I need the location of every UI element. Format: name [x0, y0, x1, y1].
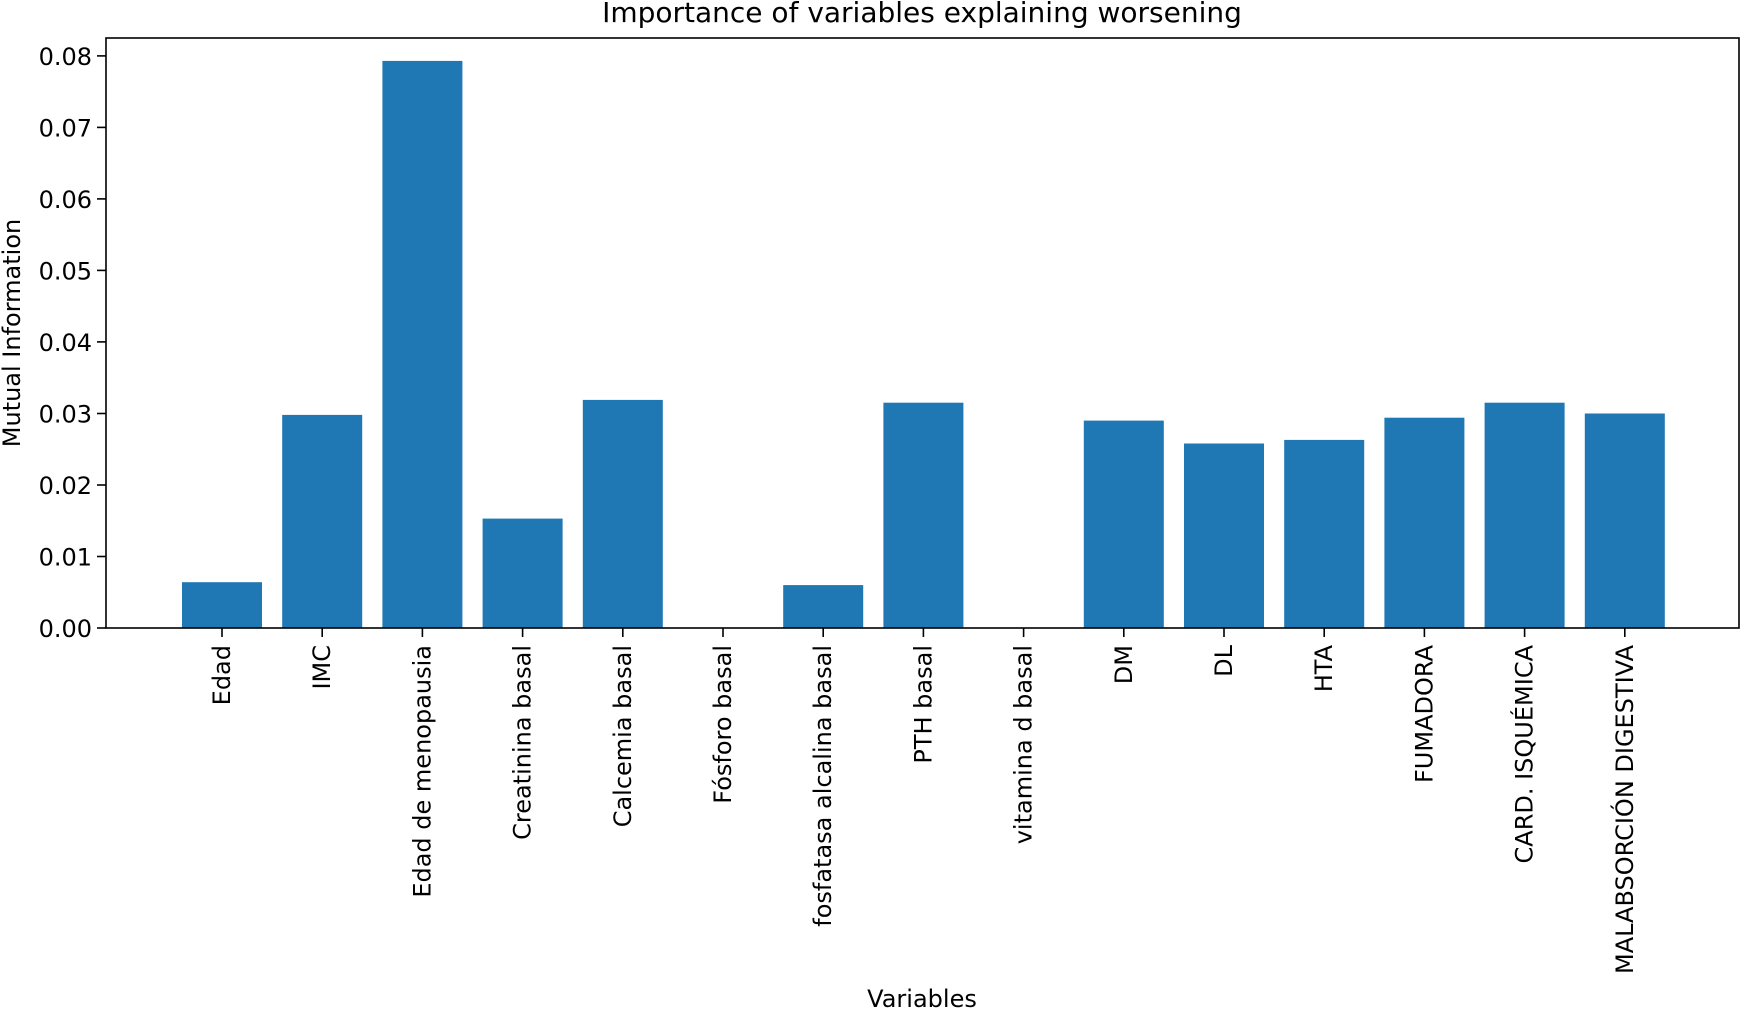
bar: [182, 582, 262, 628]
bars-group: [182, 60, 1665, 628]
y-tick-label: 0.00: [39, 615, 92, 643]
x-tick-label: DL: [1210, 644, 1238, 676]
y-tick-label: 0.03: [39, 401, 92, 429]
y-tick-label: 0.02: [39, 472, 92, 500]
y-axis-ticks: 0.00 0.01 0.02 0.03 0.04 0.05 0.06 0.07 0.08: [39, 43, 106, 643]
x-tick-label: DM: [1110, 645, 1138, 684]
x-tick-label: CARD. ISQUÉMICA: [1510, 644, 1539, 863]
x-tick-label: Edad: [208, 645, 236, 705]
y-tick-label: 0.01: [39, 544, 92, 572]
y-axis-label: Mutual Information: [0, 219, 26, 447]
x-tick-label: HTA: [1310, 644, 1338, 692]
bar: [1184, 443, 1264, 628]
x-tick-label: vitamina d basal: [1010, 645, 1038, 844]
x-tick-label: IMC: [308, 645, 336, 690]
chart-title: Importance of variables explaining worse…: [602, 0, 1242, 29]
x-tick-label: Edad de menopausia: [408, 645, 436, 898]
x-axis-label: Variables: [867, 985, 977, 1013]
bar: [1083, 420, 1164, 628]
y-tick-label: 0.04: [39, 329, 92, 357]
x-axis-ticks: Edad IMC Edad de menopausia Creatinina basa…: [208, 628, 1639, 974]
y-tick-label: 0.08: [39, 43, 92, 71]
x-tick-label: Creatinina basal: [509, 645, 537, 840]
bar: [783, 585, 864, 628]
x-tick-label: MALABSORCIÓN DIGESTIVA: [1609, 644, 1639, 974]
bar: [582, 399, 663, 628]
bar: [883, 402, 964, 628]
bar: [382, 60, 463, 628]
x-tick-label: Fósforo basal: [709, 645, 737, 804]
x-tick-label: fosfatasa alcalina basal: [809, 645, 837, 927]
bar: [1484, 402, 1565, 628]
bar: [1284, 439, 1365, 628]
x-tick-label: PTH basal: [909, 645, 937, 764]
x-tick-label: Calcemia basal: [609, 645, 637, 827]
bar: [1584, 413, 1665, 628]
bar: [282, 414, 363, 628]
y-tick-label: 0.06: [39, 186, 92, 214]
y-tick-label: 0.05: [39, 257, 92, 285]
plot-frame: [105, 37, 1740, 629]
bar: [482, 518, 563, 628]
x-tick-label: FUMADORA: [1410, 644, 1438, 783]
y-tick-label: 0.07: [39, 114, 92, 142]
bar: [1384, 417, 1465, 628]
